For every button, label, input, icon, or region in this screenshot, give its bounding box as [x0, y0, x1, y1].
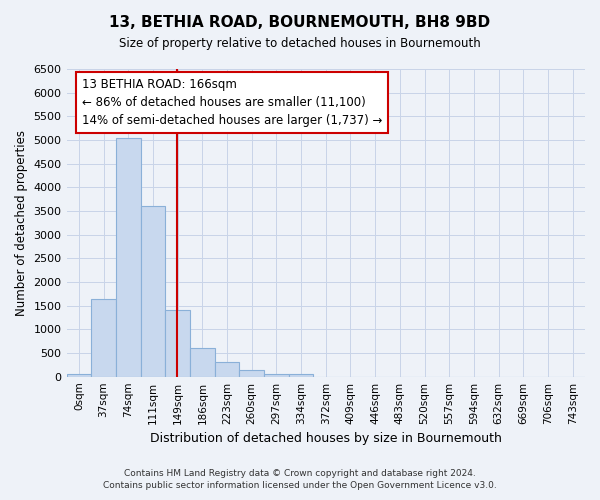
Bar	[289, 374, 313, 376]
Text: 13, BETHIA ROAD, BOURNEMOUTH, BH8 9BD: 13, BETHIA ROAD, BOURNEMOUTH, BH8 9BD	[109, 15, 491, 30]
Bar	[91, 298, 116, 376]
Bar	[140, 206, 165, 376]
X-axis label: Distribution of detached houses by size in Bournemouth: Distribution of detached houses by size …	[150, 432, 502, 445]
Bar	[165, 310, 190, 376]
Text: Contains HM Land Registry data © Crown copyright and database right 2024.
Contai: Contains HM Land Registry data © Crown c…	[103, 469, 497, 490]
Bar	[190, 348, 215, 376]
Text: Size of property relative to detached houses in Bournemouth: Size of property relative to detached ho…	[119, 38, 481, 51]
Bar	[239, 370, 264, 376]
Text: 13 BETHIA ROAD: 166sqm
← 86% of detached houses are smaller (11,100)
14% of semi: 13 BETHIA ROAD: 166sqm ← 86% of detached…	[82, 78, 382, 127]
Bar	[116, 138, 140, 376]
Y-axis label: Number of detached properties: Number of detached properties	[15, 130, 28, 316]
Bar	[67, 374, 91, 376]
Bar	[215, 362, 239, 376]
Bar	[264, 374, 289, 376]
